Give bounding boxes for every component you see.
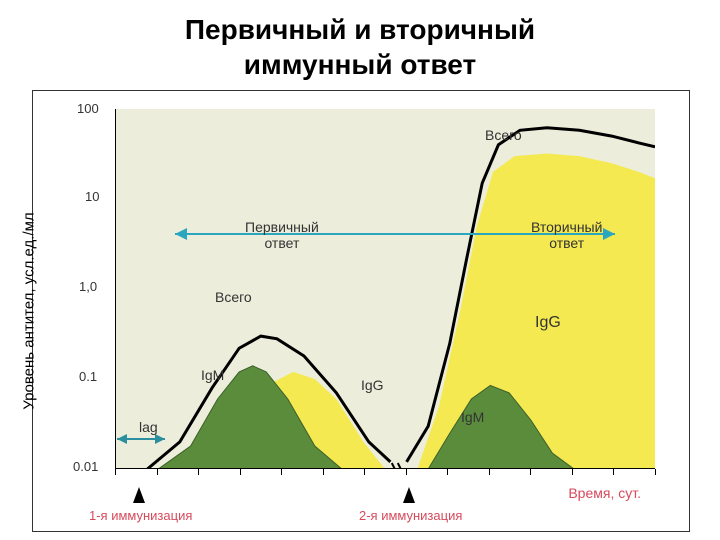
annot-igm2: IgM bbox=[461, 409, 484, 425]
arrow-imm2-icon bbox=[403, 487, 415, 503]
ytick-4: 100 bbox=[77, 101, 99, 116]
y-axis-label: Уровень антител, усл.ед./мл bbox=[21, 212, 38, 409]
x-axis-label: Время, сут. bbox=[568, 485, 641, 501]
annot-total1: Всего bbox=[215, 289, 252, 305]
annot-primary: Первичный ответ bbox=[245, 219, 319, 251]
title-line-1: Первичный и вторичный bbox=[0, 12, 720, 47]
annot-total2: Всего bbox=[485, 127, 522, 143]
title-line-2: иммунный ответ bbox=[0, 47, 720, 82]
ytick-2: 1,0 bbox=[79, 279, 97, 294]
chart-container: Уровень антител, усл.ед./мл 0.01 0.1 1,0… bbox=[32, 90, 690, 532]
plot-area: 0.01 0.1 1,0 10 100 lag Всего Всего IgM … bbox=[115, 109, 655, 469]
page-title: Первичный и вторичный иммунный ответ bbox=[0, 0, 720, 82]
label-imm2: 2-я иммунизация bbox=[359, 508, 462, 523]
ytick-1: 0.1 bbox=[79, 369, 97, 384]
label-imm1: 1-я иммунизация bbox=[89, 508, 192, 523]
ytick-0: 0.01 bbox=[73, 459, 98, 474]
arrow-imm1-icon bbox=[133, 487, 145, 503]
page: Первичный и вторичный иммунный ответ Уро… bbox=[0, 0, 720, 540]
chart-svg bbox=[115, 109, 655, 469]
annot-secondary: Вторичный ответ bbox=[531, 219, 602, 251]
annot-igg2: IgG bbox=[535, 314, 561, 332]
ytick-3: 10 bbox=[85, 189, 99, 204]
annot-igg1: IgG bbox=[361, 377, 384, 393]
annot-igm1: IgM bbox=[201, 367, 224, 383]
annot-lag: lag bbox=[139, 419, 158, 435]
